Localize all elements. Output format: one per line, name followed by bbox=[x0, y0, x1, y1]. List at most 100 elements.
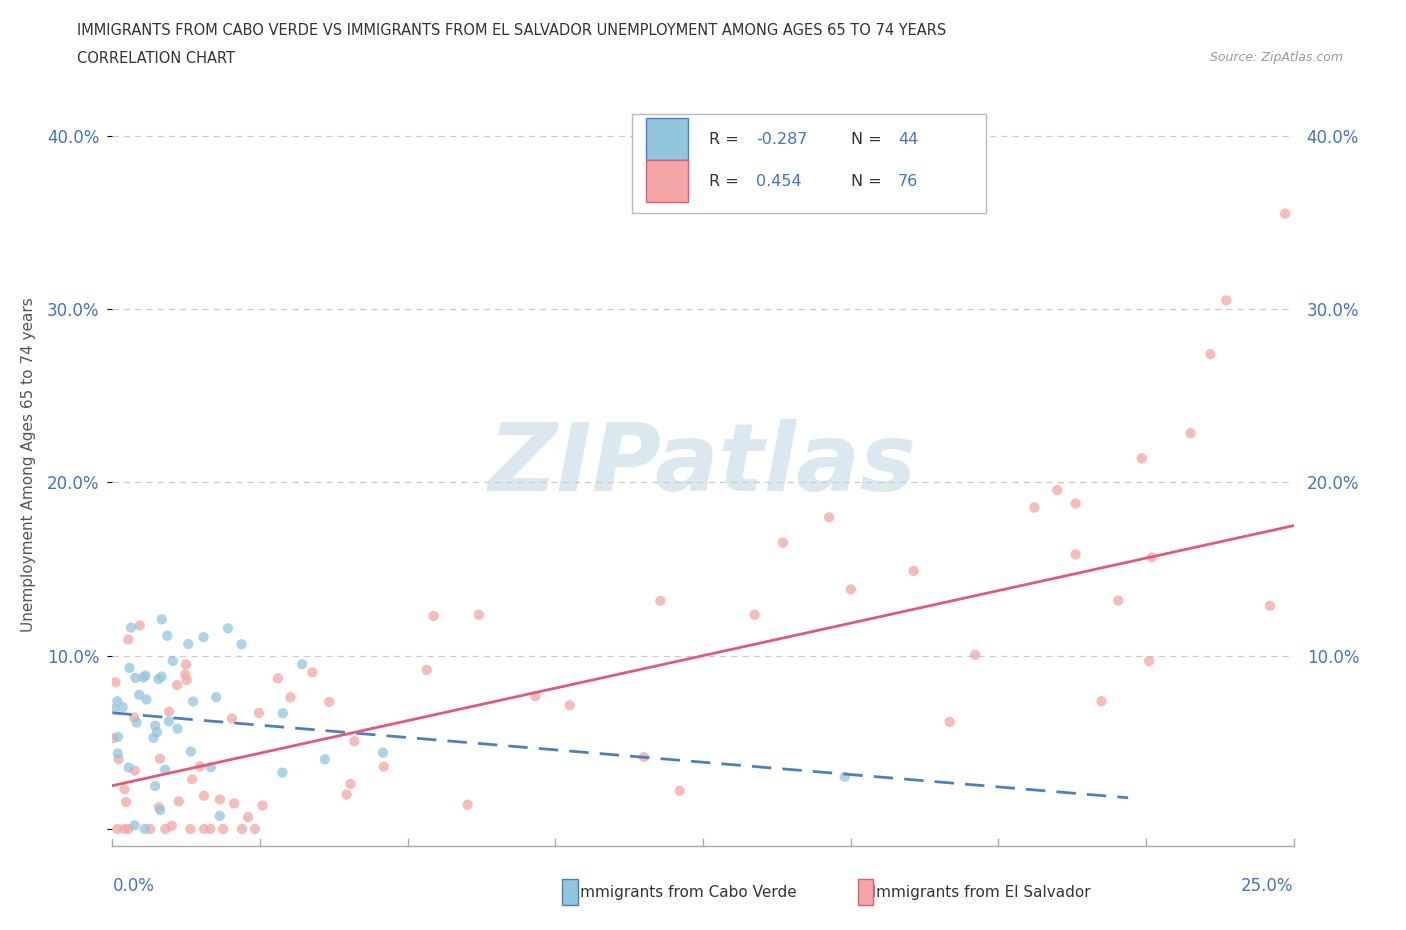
Text: 0.0%: 0.0% bbox=[112, 878, 155, 896]
Point bbox=[243, 821, 266, 836]
Point bbox=[134, 668, 156, 683]
Point bbox=[1180, 426, 1202, 441]
Point bbox=[252, 798, 274, 813]
Point bbox=[105, 694, 128, 709]
Point bbox=[1090, 694, 1112, 709]
Point bbox=[107, 751, 129, 766]
Point bbox=[135, 692, 157, 707]
Point bbox=[1137, 654, 1160, 669]
Point bbox=[205, 690, 228, 705]
Point bbox=[128, 687, 150, 702]
Point bbox=[422, 608, 444, 623]
Point bbox=[1215, 293, 1237, 308]
FancyBboxPatch shape bbox=[562, 879, 578, 906]
Point bbox=[188, 759, 211, 774]
Point bbox=[212, 821, 235, 836]
Text: -0.287: -0.287 bbox=[756, 132, 807, 147]
Point bbox=[193, 630, 215, 644]
Point bbox=[101, 731, 124, 746]
Point bbox=[193, 821, 215, 836]
Point bbox=[122, 710, 145, 724]
Point bbox=[180, 744, 202, 759]
Point bbox=[1024, 500, 1046, 515]
Point bbox=[222, 796, 245, 811]
Point bbox=[176, 672, 198, 687]
FancyBboxPatch shape bbox=[633, 114, 987, 213]
Point bbox=[143, 718, 166, 733]
Point bbox=[200, 821, 222, 836]
Point bbox=[1140, 550, 1163, 565]
Point bbox=[668, 783, 690, 798]
Text: N =: N = bbox=[851, 174, 887, 189]
Point bbox=[166, 678, 188, 693]
Point bbox=[114, 782, 136, 797]
Point bbox=[124, 671, 146, 685]
Point bbox=[217, 621, 239, 636]
Point bbox=[160, 818, 183, 833]
Point bbox=[174, 667, 197, 682]
Point bbox=[468, 607, 491, 622]
Text: 0.454: 0.454 bbox=[756, 174, 801, 189]
Point bbox=[208, 792, 231, 807]
Point bbox=[193, 789, 215, 804]
Point bbox=[149, 803, 172, 817]
Point bbox=[132, 671, 155, 685]
Point bbox=[301, 665, 323, 680]
FancyBboxPatch shape bbox=[647, 118, 688, 160]
Point bbox=[371, 745, 394, 760]
Point bbox=[153, 763, 176, 777]
Point bbox=[744, 607, 766, 622]
Point bbox=[267, 671, 290, 685]
Point bbox=[156, 629, 179, 644]
Point bbox=[291, 657, 314, 671]
Point bbox=[280, 690, 302, 705]
Point bbox=[134, 821, 156, 836]
Point bbox=[524, 689, 547, 704]
Point bbox=[343, 734, 366, 749]
Point bbox=[162, 654, 184, 669]
Point bbox=[231, 821, 253, 836]
Point bbox=[107, 729, 129, 744]
Point bbox=[314, 752, 336, 767]
Point bbox=[177, 636, 200, 651]
Text: 25.0%: 25.0% bbox=[1241, 878, 1294, 896]
Point bbox=[128, 618, 150, 632]
Point bbox=[834, 769, 856, 784]
Point bbox=[373, 759, 395, 774]
Point bbox=[181, 772, 204, 787]
Text: 76: 76 bbox=[898, 174, 918, 189]
Text: Source: ZipAtlas.com: Source: ZipAtlas.com bbox=[1209, 51, 1343, 64]
Point bbox=[558, 698, 581, 712]
Point bbox=[112, 821, 135, 836]
Point bbox=[115, 794, 138, 809]
Point bbox=[1046, 483, 1069, 498]
Text: N =: N = bbox=[851, 132, 887, 147]
Point bbox=[107, 746, 129, 761]
Point bbox=[271, 765, 294, 780]
Point bbox=[143, 778, 166, 793]
Text: R =: R = bbox=[709, 132, 744, 147]
Point bbox=[221, 711, 243, 726]
Point bbox=[150, 670, 173, 684]
Point bbox=[415, 662, 437, 677]
Text: 44: 44 bbox=[898, 132, 918, 147]
Point bbox=[271, 706, 294, 721]
Point bbox=[633, 750, 655, 764]
Y-axis label: Unemployment Among Ages 65 to 74 years: Unemployment Among Ages 65 to 74 years bbox=[21, 298, 35, 632]
Point bbox=[139, 821, 162, 836]
Point bbox=[118, 760, 141, 775]
Point bbox=[179, 821, 201, 836]
Point bbox=[903, 564, 925, 578]
Point bbox=[157, 704, 180, 719]
Text: Immigrants from El Salvador: Immigrants from El Salvador bbox=[856, 884, 1090, 899]
Point bbox=[148, 800, 170, 815]
FancyBboxPatch shape bbox=[858, 879, 873, 906]
Point bbox=[124, 817, 146, 832]
Point bbox=[120, 620, 142, 635]
Point bbox=[118, 660, 141, 675]
Point bbox=[200, 760, 222, 775]
Point bbox=[117, 821, 139, 836]
Point bbox=[772, 536, 794, 551]
Point bbox=[150, 612, 173, 627]
Point bbox=[174, 657, 197, 671]
